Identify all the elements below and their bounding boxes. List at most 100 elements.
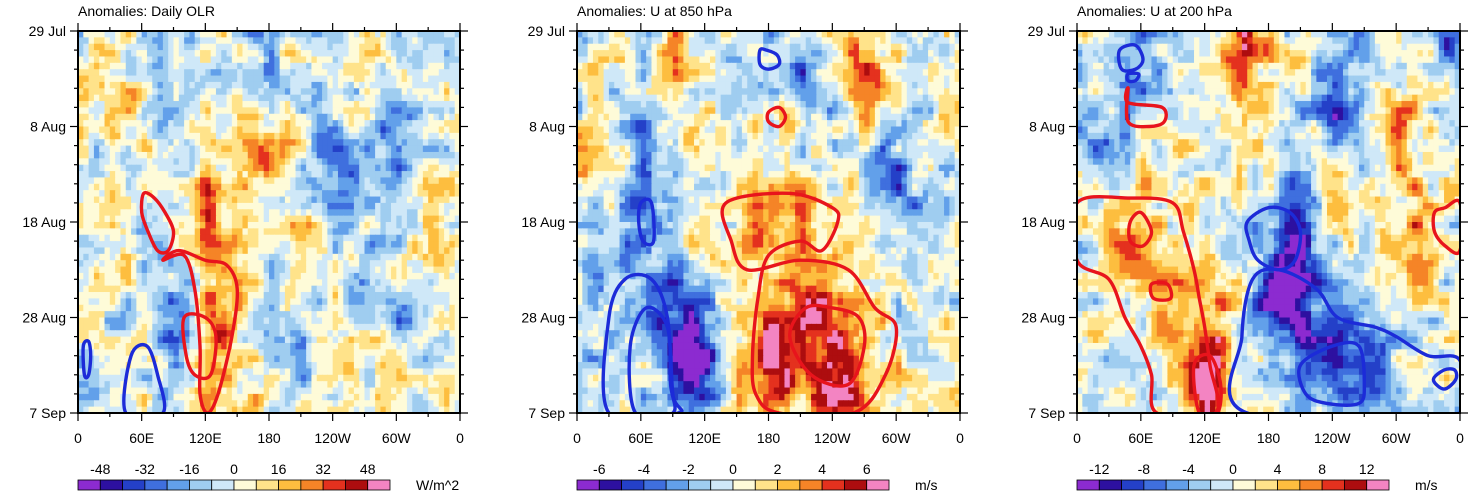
- heat-cell: [109, 81, 116, 89]
- heat-cell: [178, 177, 185, 185]
- heat-cell: [401, 56, 408, 64]
- heat-cell: [343, 139, 350, 147]
- heat-cell: [662, 50, 669, 58]
- heat-cell: [152, 266, 159, 274]
- heat-cell: [396, 222, 403, 229]
- heat-cell: [337, 215, 344, 223]
- heat-cell: [295, 292, 302, 299]
- heat-cell: [406, 228, 413, 236]
- heat-cell: [300, 368, 307, 376]
- heat-cell: [226, 50, 233, 58]
- heat-cell: [391, 209, 397, 217]
- heat-cell: [88, 368, 95, 376]
- heat-cell: [120, 69, 127, 77]
- heat-cell: [247, 253, 254, 261]
- heat-cell: [311, 94, 318, 102]
- heat-cell: [253, 107, 259, 115]
- heat-cell: [178, 215, 185, 223]
- heat-cell: [131, 126, 137, 134]
- heat-cell: [284, 374, 291, 382]
- heat-cell: [433, 94, 440, 102]
- heat-cell: [178, 285, 185, 293]
- heat-cell: [194, 145, 201, 153]
- heat-cell: [205, 260, 212, 268]
- heat-cell: [603, 75, 610, 83]
- heat-cell: [115, 164, 122, 172]
- heat-cell: [242, 43, 249, 51]
- heat-cell: [327, 75, 334, 83]
- heat-cell: [295, 279, 302, 287]
- heat-cell: [375, 183, 382, 191]
- heat-cell: [263, 311, 270, 319]
- heat-cell: [396, 241, 403, 249]
- heat-cell: [322, 94, 328, 102]
- heat-cell: [752, 50, 759, 58]
- heat-cell: [433, 393, 440, 401]
- heat-cell: [311, 260, 318, 268]
- heat-cell: [93, 228, 100, 236]
- heat-cell: [173, 323, 180, 331]
- heat-cell: [624, 69, 631, 77]
- heat-cell: [237, 222, 244, 229]
- heat-cell: [662, 31, 669, 38]
- heat-cell: [438, 228, 445, 236]
- heat-cell: [210, 56, 217, 64]
- heat-cell: [608, 31, 615, 38]
- heat-cell: [412, 298, 419, 306]
- heat-cell: [337, 406, 344, 413]
- heat-cell: [332, 336, 339, 344]
- heat-cell: [146, 215, 153, 223]
- heat-cell: [263, 120, 270, 128]
- heat-cell: [263, 75, 270, 83]
- heat-cell: [205, 158, 212, 166]
- heat-cell: [231, 285, 238, 293]
- heat-cell: [412, 260, 419, 268]
- heat-cell: [922, 37, 929, 45]
- heat-cell: [375, 69, 382, 77]
- colorbar-swatch: [211, 479, 235, 491]
- heat-cell: [131, 43, 137, 51]
- heat-cell: [78, 279, 84, 287]
- heat-cell: [396, 323, 403, 331]
- heat-cell: [226, 336, 233, 344]
- heat-cell: [858, 62, 865, 70]
- heat-cell: [83, 107, 90, 115]
- heat-cell: [401, 50, 408, 58]
- heat-cell: [364, 37, 371, 45]
- heat-cell: [242, 101, 249, 108]
- heat-cell: [343, 62, 350, 70]
- heat-cell: [417, 279, 424, 287]
- heat-cell: [869, 31, 876, 38]
- heat-cell: [189, 228, 196, 236]
- heat-cell: [391, 43, 397, 51]
- heat-cell: [375, 126, 382, 134]
- heat-cell: [274, 349, 281, 357]
- heat-cell: [189, 101, 196, 108]
- heat-cell: [157, 81, 164, 89]
- heat-cell: [720, 75, 727, 83]
- heat-cell: [337, 164, 344, 172]
- heat-cell: [247, 37, 254, 45]
- heat-cell: [290, 406, 297, 413]
- heat-cell: [391, 311, 397, 319]
- heat-cell: [284, 406, 291, 413]
- heat-cell: [125, 215, 132, 223]
- heat-cell: [215, 241, 222, 249]
- heat-cell: [449, 190, 456, 198]
- heat-cell: [194, 171, 201, 179]
- heat-cell: [258, 151, 265, 159]
- heat-cell: [279, 381, 286, 389]
- heat-cell: [327, 43, 334, 51]
- heat-cell: [157, 311, 164, 319]
- heat-cell: [83, 56, 90, 64]
- heat-cell: [327, 349, 334, 357]
- heat-cell: [131, 406, 137, 413]
- heat-cell: [322, 126, 328, 134]
- heat-cell: [189, 349, 196, 357]
- heat-cell: [131, 202, 137, 210]
- heat-cell: [322, 139, 328, 147]
- heat-cell: [221, 37, 228, 45]
- heat-cell: [322, 222, 328, 229]
- heat-cell: [162, 241, 169, 249]
- heat-cell: [247, 158, 254, 166]
